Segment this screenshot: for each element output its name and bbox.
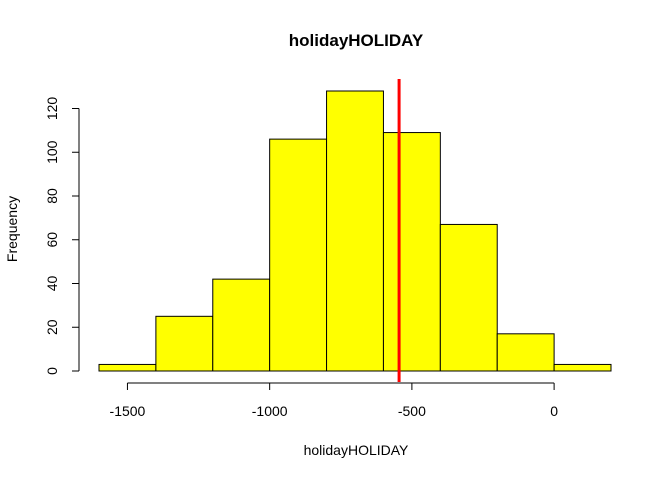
histogram-bar-3 <box>212 278 271 372</box>
y-tick-label: 80 <box>44 188 60 204</box>
y-tick-label: 60 <box>44 232 60 248</box>
histogram-bar-4 <box>269 138 328 372</box>
histogram-bar-1 <box>98 363 157 372</box>
x-tick-label: -1000 <box>252 403 288 419</box>
y-tick-label: 100 <box>44 140 60 164</box>
histogram-bar-5 <box>326 90 384 372</box>
histogram-bar-7 <box>439 223 498 372</box>
histogram-bar-6 <box>382 132 441 372</box>
y-axis: 0 20 40 60 80 100 120 <box>44 97 80 375</box>
histogram-bar-8 <box>496 333 555 372</box>
x-tick-label: -500 <box>398 403 426 419</box>
y-tick-label: 20 <box>44 319 60 335</box>
y-tick-label: 40 <box>44 276 60 292</box>
chart-title: holidayHOLIDAY <box>289 31 424 50</box>
histogram-bars <box>98 90 612 372</box>
x-tick-label: 0 <box>550 403 558 419</box>
y-tick-label: 0 <box>44 367 60 375</box>
histogram-bar-9 <box>553 363 612 372</box>
x-axis-label: holidayHOLIDAY <box>304 442 409 458</box>
y-axis-label: Frequency <box>4 196 20 262</box>
histogram-bar-2 <box>155 315 214 372</box>
x-tick-label: -1500 <box>110 403 146 419</box>
y-tick-label: 120 <box>44 97 60 121</box>
x-axis: -1500 -1000 -500 0 <box>110 382 558 419</box>
